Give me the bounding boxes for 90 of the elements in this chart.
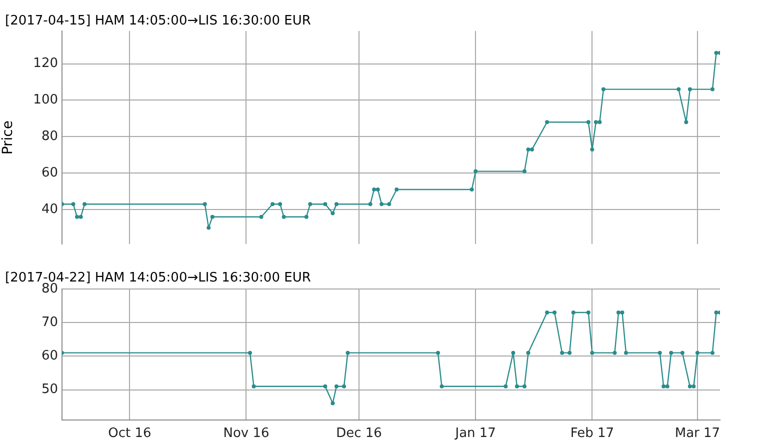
point: [470, 188, 474, 192]
y-axis-title: Price: [0, 120, 16, 155]
point: [440, 384, 444, 388]
x-tick-label: Nov 16: [223, 426, 270, 442]
point: [688, 87, 692, 92]
point: [695, 350, 700, 355]
point: [248, 350, 252, 355]
point: [282, 214, 286, 219]
point: [346, 350, 350, 355]
point: [278, 202, 282, 206]
point: [624, 350, 628, 355]
point: [616, 310, 620, 315]
point: [530, 147, 534, 152]
point: [710, 87, 714, 92]
y-tick-label: 50: [41, 382, 58, 398]
point: [259, 214, 264, 219]
y-tick-label: 80: [41, 129, 58, 144]
point: [545, 310, 550, 315]
point: [665, 384, 670, 388]
chart-title: [2017-04-15] HAM 14:05:00→LIS 16:30:00 EUR: [5, 13, 311, 28]
point: [308, 202, 312, 206]
y-tick-label: 80: [41, 281, 58, 296]
point: [684, 120, 688, 124]
point: [71, 202, 76, 206]
point: [387, 202, 392, 206]
point: [270, 202, 275, 206]
point: [342, 384, 346, 388]
y-tick-label: 60: [41, 348, 58, 364]
point: [620, 310, 624, 315]
point: [571, 310, 576, 315]
point: [710, 350, 714, 355]
y-tick-label: 40: [41, 202, 58, 217]
point: [368, 202, 372, 206]
point: [394, 188, 399, 192]
point: [568, 350, 572, 355]
x-tick-label: Mar 17: [674, 426, 720, 442]
x-tick-label: Oct 16: [108, 426, 152, 442]
point: [474, 169, 478, 174]
point: [526, 350, 530, 355]
point: [304, 214, 308, 219]
point: [586, 310, 590, 315]
point: [82, 202, 87, 206]
point: [376, 188, 380, 192]
x-tick-label: Dec 16: [336, 426, 382, 442]
point: [526, 147, 530, 152]
point: [545, 120, 550, 124]
y-tick-label: 120: [33, 56, 58, 72]
point: [680, 350, 684, 355]
point: [560, 350, 564, 355]
point: [252, 384, 256, 388]
point: [688, 384, 692, 388]
point: [334, 384, 338, 388]
point: [202, 202, 207, 206]
point: [714, 310, 718, 315]
point: [206, 226, 211, 230]
point: [692, 384, 696, 388]
point: [590, 350, 594, 355]
point: [522, 169, 526, 174]
point: [511, 350, 516, 355]
x-tick-label: Jan 17: [454, 426, 496, 442]
point: [598, 120, 602, 124]
point: [75, 214, 80, 219]
point: [334, 202, 338, 206]
point: [552, 310, 557, 315]
point: [676, 87, 681, 92]
point: [330, 401, 335, 406]
point: [522, 384, 526, 388]
point: [380, 202, 384, 206]
point: [514, 384, 519, 388]
point: [436, 350, 440, 355]
x-tick-label: Feb 17: [570, 426, 614, 442]
y-tick-label: 70: [41, 314, 58, 330]
y-tick-label: 60: [41, 166, 58, 181]
point: [323, 384, 328, 388]
point: [323, 202, 328, 206]
point: [210, 214, 214, 219]
point: [586, 120, 590, 124]
point: [78, 214, 83, 219]
point: [714, 50, 718, 55]
y-tick-label: 100: [33, 92, 58, 108]
point: [594, 120, 598, 124]
point: [590, 147, 594, 152]
point: [658, 350, 662, 355]
point: [504, 384, 508, 388]
point: [612, 350, 617, 355]
point: [669, 350, 674, 355]
point: [372, 188, 376, 192]
point: [330, 211, 335, 216]
point: [601, 87, 606, 92]
point: [662, 384, 666, 388]
